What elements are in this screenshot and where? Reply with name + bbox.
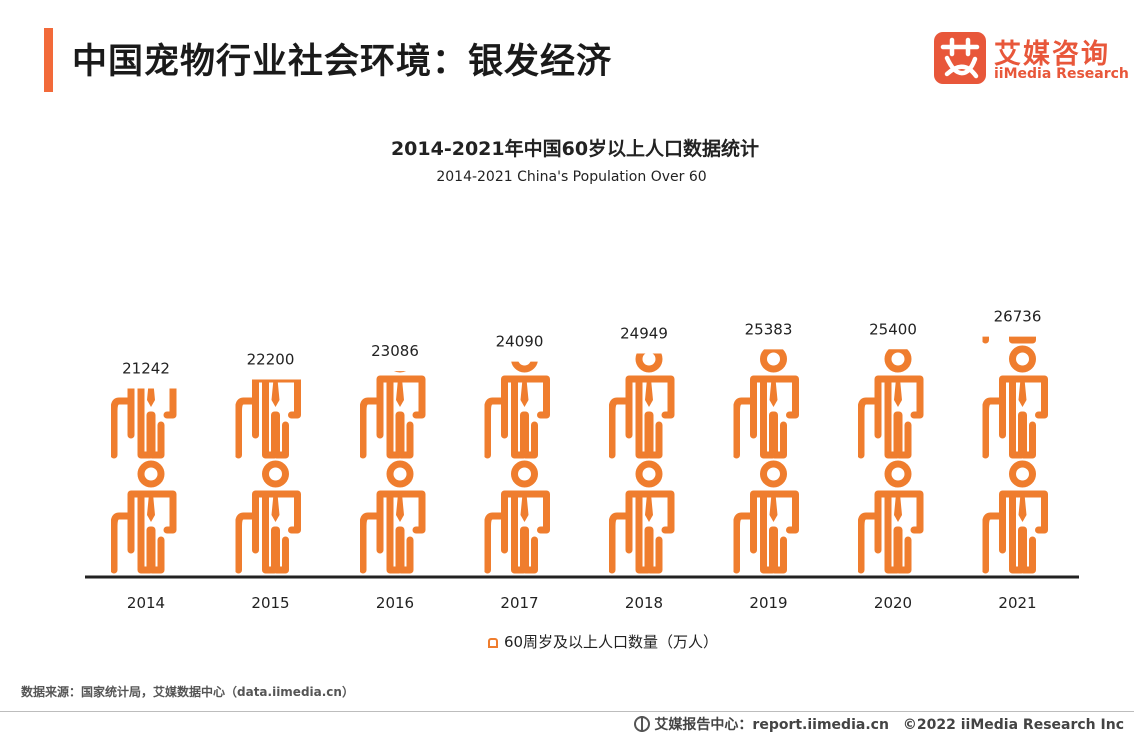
footer-copyright: ©2022 iiMedia Research Inc [902, 717, 1124, 733]
x-tick-label-2016: 2016 [376, 594, 414, 612]
x-tick-label-2019: 2019 [749, 594, 787, 612]
value-label-2016: 23086 [371, 342, 419, 360]
bar-2017 [488, 234, 547, 570]
x-tick-label-2020: 2020 [874, 594, 912, 612]
value-label-2018: 24949 [620, 325, 668, 343]
data-source-note: 数据来源：国家统计局，艾媒数据中心（data.iimedia.cn） [21, 685, 354, 699]
x-tick-label-2017: 2017 [500, 594, 538, 612]
bar-2015 [239, 234, 298, 570]
title-accent-bar [44, 28, 53, 92]
chart-legend: 60周岁及以上人口数量（万人） [0, 631, 1134, 652]
footer-report-link[interactable]: 艾媒报告中心：report.iimedia.cn [654, 717, 889, 733]
logo-text-cn: 艾媒咨询 [994, 39, 1110, 70]
iimedia-logo[interactable]: 艾媒咨询 iiMedia Research [932, 32, 1129, 88]
x-tick-label-2015: 2015 [251, 594, 289, 612]
chart-subtitle: 2014-2021 China's Population Over 60 [436, 169, 707, 185]
footer-divider [0, 711, 1134, 712]
value-label-2021: 26736 [994, 308, 1042, 326]
page-title: 中国宠物行业社会环境：银发经济 [72, 42, 613, 82]
value-label-2020: 25400 [869, 320, 917, 338]
bar-2018 [612, 234, 671, 570]
value-label-2014: 21242 [122, 359, 170, 377]
footer: 艾媒报告中心：report.iimedia.cn ©2022 iiMedia Re… [634, 714, 1124, 734]
bar-2019 [737, 234, 796, 570]
x-tick-label-2014: 2014 [127, 594, 165, 612]
legend-label: 60周岁及以上人口数量（万人） [503, 633, 719, 651]
value-label-2019: 25383 [745, 320, 793, 338]
value-label-2017: 24090 [496, 333, 544, 351]
globe-icon [634, 716, 651, 732]
logo-text-en: iiMedia Research [994, 66, 1129, 82]
iimedia-logo-mark-icon [934, 32, 986, 84]
x-tick-label-2018: 2018 [625, 594, 663, 612]
bar-2021 [986, 234, 1045, 570]
bar-2020 [861, 234, 920, 570]
value-label-2015: 22200 [247, 350, 295, 368]
x-tick-label-2021: 2021 [998, 594, 1036, 612]
bar-2014 [114, 234, 173, 570]
chart-title: 2014-2021年中国60岁以上人口数据统计 [390, 138, 760, 160]
legend-person-icon [487, 638, 498, 648]
bar-2016 [363, 234, 422, 570]
